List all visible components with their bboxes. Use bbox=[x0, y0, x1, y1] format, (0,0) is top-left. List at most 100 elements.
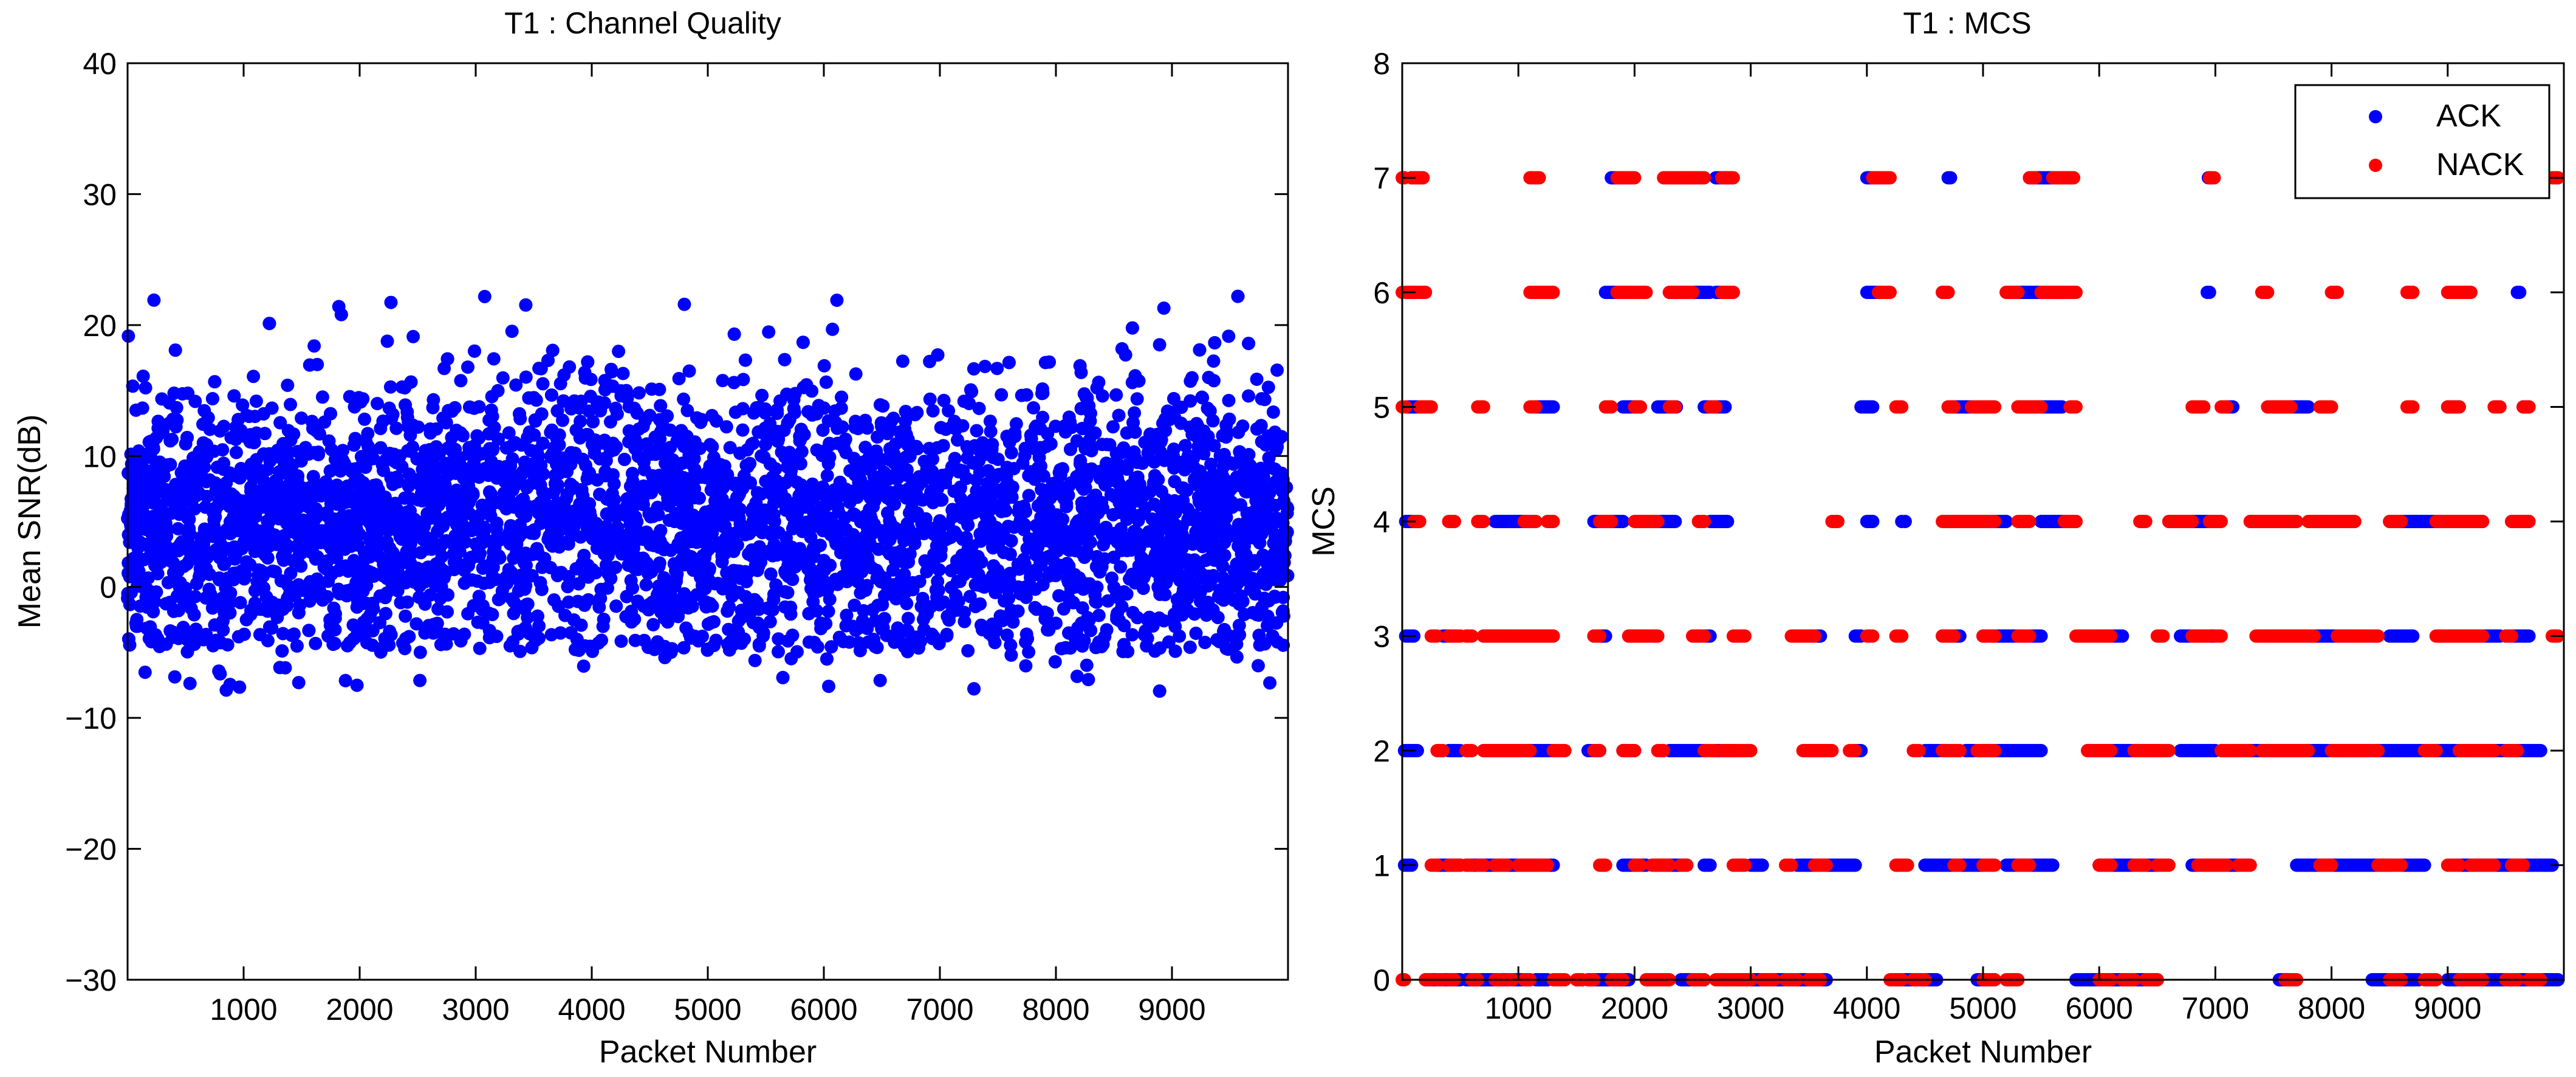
snr-point bbox=[149, 585, 163, 599]
snr-point bbox=[858, 441, 872, 454]
snr-point bbox=[826, 322, 840, 336]
snr-point bbox=[916, 493, 930, 507]
snr-point bbox=[544, 425, 558, 439]
snr-point bbox=[166, 556, 180, 570]
snr-point bbox=[940, 629, 954, 643]
snr-point bbox=[1269, 475, 1283, 489]
snr-point bbox=[796, 335, 810, 349]
snr-point bbox=[606, 436, 620, 450]
snr-point bbox=[620, 546, 634, 560]
snr-point bbox=[413, 673, 427, 687]
snr-point bbox=[724, 532, 738, 546]
snr-point bbox=[1250, 373, 1264, 386]
snr-point bbox=[222, 466, 236, 480]
snr-point bbox=[760, 508, 773, 522]
snr-point bbox=[247, 370, 261, 384]
snr-point bbox=[1175, 608, 1189, 622]
snr-point bbox=[323, 464, 337, 478]
snr-point bbox=[350, 678, 364, 692]
snr-point bbox=[208, 375, 222, 389]
snr-point bbox=[787, 402, 801, 416]
snr-point bbox=[889, 437, 903, 451]
snr-point bbox=[795, 445, 809, 459]
snr-point bbox=[454, 374, 468, 388]
snr-point bbox=[1001, 520, 1015, 534]
snr-point bbox=[174, 481, 188, 495]
snr-point bbox=[259, 590, 273, 604]
snr-point bbox=[399, 398, 413, 412]
snr-point bbox=[1011, 604, 1025, 618]
snr-point bbox=[753, 620, 767, 634]
snr-point bbox=[1024, 432, 1038, 446]
snr-point bbox=[948, 452, 962, 466]
snr-point bbox=[894, 573, 908, 587]
snr-point bbox=[1266, 405, 1280, 419]
snr-point bbox=[881, 506, 895, 520]
snr-point bbox=[1053, 468, 1067, 482]
snr-point bbox=[122, 528, 136, 542]
snr-point bbox=[505, 439, 519, 453]
snr-point bbox=[855, 542, 869, 556]
snr-point bbox=[662, 492, 676, 506]
snr-point bbox=[802, 607, 816, 621]
snr-point bbox=[841, 560, 855, 574]
snr-point bbox=[630, 406, 644, 420]
snr-point bbox=[211, 594, 225, 608]
snr-point bbox=[491, 384, 505, 397]
snr-point bbox=[298, 441, 312, 455]
snr-point bbox=[778, 353, 792, 366]
snr-point bbox=[1028, 600, 1042, 614]
snr-point bbox=[256, 407, 270, 421]
snr-point bbox=[159, 597, 173, 611]
snr-point bbox=[1012, 562, 1026, 576]
snr-point bbox=[1269, 443, 1283, 457]
snr-point bbox=[654, 605, 668, 619]
snr-point bbox=[581, 355, 595, 369]
snr-point bbox=[978, 519, 992, 533]
snr-point bbox=[782, 561, 796, 575]
snr-point bbox=[1027, 401, 1041, 415]
snr-point bbox=[535, 582, 549, 596]
snr-point bbox=[511, 625, 525, 639]
snr-point bbox=[395, 380, 409, 394]
snr-point bbox=[181, 529, 195, 543]
snr-point bbox=[701, 642, 714, 656]
snr-point bbox=[1112, 506, 1126, 519]
snr-point bbox=[1036, 410, 1050, 424]
snr-point bbox=[168, 670, 182, 684]
snr-point bbox=[1254, 487, 1268, 501]
snr-point bbox=[383, 380, 397, 394]
snr-point bbox=[553, 626, 567, 640]
snr-point bbox=[342, 509, 356, 523]
data-points bbox=[121, 289, 1295, 698]
snr-point bbox=[511, 525, 525, 538]
snr-point bbox=[475, 498, 489, 512]
snr-point bbox=[1075, 422, 1089, 436]
snr-point bbox=[624, 574, 638, 588]
snr-point bbox=[610, 407, 624, 421]
snr-point bbox=[259, 548, 272, 562]
snr-point bbox=[170, 542, 183, 555]
snr-point bbox=[1042, 502, 1056, 516]
snr-point bbox=[262, 317, 276, 331]
snr-point bbox=[858, 583, 872, 597]
snr-point bbox=[487, 543, 501, 557]
snr-point bbox=[1004, 534, 1018, 548]
snr-point bbox=[557, 368, 571, 382]
snr-point bbox=[1075, 546, 1089, 560]
snr-point bbox=[334, 308, 348, 322]
snr-point bbox=[482, 413, 496, 427]
snr-point bbox=[1041, 569, 1055, 583]
snr-point bbox=[212, 664, 226, 678]
snr-point bbox=[1187, 451, 1201, 465]
snr-point bbox=[287, 627, 301, 641]
snr-point bbox=[386, 407, 400, 421]
snr-point bbox=[1242, 389, 1255, 403]
snr-point bbox=[513, 407, 526, 421]
snr-point bbox=[249, 394, 263, 408]
snr-point bbox=[376, 569, 390, 583]
snr-point bbox=[522, 391, 536, 405]
snr-point bbox=[636, 551, 650, 565]
snr-point bbox=[637, 599, 651, 613]
snr-point bbox=[909, 528, 923, 542]
